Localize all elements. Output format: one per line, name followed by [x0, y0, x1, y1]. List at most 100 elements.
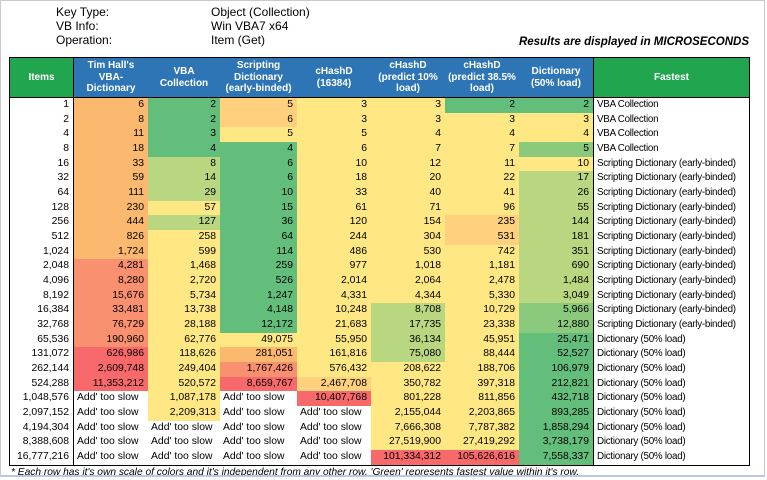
column-header-items: Items [10, 58, 74, 98]
value-cell: 626,986 [74, 347, 148, 363]
value-cell: 4 [371, 127, 445, 143]
value-cell: 118,626 [148, 347, 220, 363]
value-cell: 55 [519, 200, 593, 216]
key-type-value: Object (Collection) [211, 5, 310, 19]
value-cell: 12 [371, 156, 445, 172]
fastest-cell: Scripting Dictionary (early-binded) [593, 156, 749, 172]
fastest-cell: Dictionary (50% load) [593, 420, 749, 436]
value-cell: 10 [220, 186, 297, 201]
value-cell: 7 [445, 142, 519, 157]
value-cell: 2,209,313 [148, 406, 220, 421]
value-cell: Add' too slow [297, 435, 371, 451]
value-cell: 8 [148, 156, 220, 172]
value-cell: 3 [371, 98, 445, 113]
value-cell: 33 [297, 186, 371, 201]
value-cell: 4,281 [74, 259, 148, 275]
value-cell: 52,527 [519, 347, 593, 363]
value-cell: Add' too slow [74, 391, 148, 407]
items-cell: 256 [10, 215, 74, 231]
fastest-cell: VBA Collection [593, 112, 749, 128]
value-cell: Add' too slow [74, 450, 148, 465]
value-cell: 526 [220, 274, 297, 289]
fastest-cell: Dictionary (50% load) [593, 406, 749, 421]
items-cell: 65,536 [10, 332, 74, 348]
value-cell: Add' too slow [148, 420, 220, 436]
fastest-cell: Dictionary (50% load) [593, 332, 749, 348]
value-cell: 61 [297, 200, 371, 216]
value-cell: 576,432 [297, 362, 371, 377]
vb-info-value: Win VBA7 x64 [211, 19, 289, 33]
value-cell: 154 [371, 215, 445, 231]
value-cell: 14 [148, 171, 220, 187]
value-cell: 2 [519, 98, 593, 113]
value-cell: 3 [371, 112, 445, 128]
value-cell: 64 [220, 230, 297, 245]
value-cell: 4 [445, 127, 519, 143]
value-cell: 27,419,292 [445, 435, 519, 451]
value-cell: 11 [74, 127, 148, 143]
items-cell: 1 [10, 98, 74, 113]
value-cell: 1,018 [371, 259, 445, 275]
fastest-cell: Scripting Dictionary (early-binded) [593, 171, 749, 187]
value-cell: 15 [220, 200, 297, 216]
value-cell: 3 [445, 112, 519, 128]
value-cell: 5,734 [148, 288, 220, 304]
fastest-cell: Dictionary (50% load) [593, 450, 749, 465]
value-cell: 71 [371, 200, 445, 216]
value-cell: 8,708 [371, 303, 445, 319]
value-cell: 40 [371, 186, 445, 201]
value-cell: 811,856 [445, 391, 519, 407]
value-cell: 28,188 [148, 318, 220, 333]
value-cell: 230 [74, 200, 148, 216]
value-cell: 36 [220, 215, 297, 231]
value-cell: 1,181 [445, 259, 519, 275]
fastest-cell: Dictionary (50% load) [593, 435, 749, 451]
value-cell: 281,051 [220, 347, 297, 363]
value-cell: 59 [74, 171, 148, 187]
value-cell: 2,155,044 [371, 406, 445, 421]
value-cell: 10 [519, 156, 593, 172]
fastest-cell: Scripting Dictionary (early-binded) [593, 244, 749, 260]
items-cell: 32 [10, 171, 74, 187]
value-cell: 10 [297, 156, 371, 172]
column-header-7: Dictionary (50% load) [519, 58, 593, 98]
column-header-5: cHashD (predict 10% load) [371, 58, 445, 98]
value-cell: 6 [220, 156, 297, 172]
value-cell: 2,203,865 [445, 406, 519, 421]
value-cell: 11,353,212 [74, 376, 148, 392]
value-cell: 4 [148, 142, 220, 157]
value-cell: Add' too slow [297, 450, 371, 465]
value-cell: Add' too slow [148, 435, 220, 451]
items-cell: 2,048 [10, 259, 74, 275]
items-cell: 64 [10, 186, 74, 201]
value-cell: 120 [297, 215, 371, 231]
value-cell: 12,880 [519, 318, 593, 333]
value-cell: 127 [148, 215, 220, 231]
value-cell: 690 [519, 259, 593, 275]
items-cell: 131,072 [10, 347, 74, 363]
value-cell: 212,821 [519, 376, 593, 392]
items-cell: 32,768 [10, 318, 74, 333]
value-cell: 486 [297, 244, 371, 260]
value-cell: 105,626,616 [445, 450, 519, 465]
value-cell: 351 [519, 244, 593, 260]
value-cell: 7 [371, 142, 445, 157]
value-cell: 188,706 [445, 362, 519, 377]
value-cell: 4,331 [297, 288, 371, 304]
items-cell: 8,192 [10, 288, 74, 304]
items-cell: 1,024 [10, 244, 74, 260]
vb-info-line: VB Info: Win VBA7 x64 [56, 19, 310, 33]
value-cell: 25,471 [519, 332, 593, 348]
value-cell: 1,484 [519, 274, 593, 289]
value-cell: 161,816 [297, 347, 371, 363]
value-cell: 2,609,748 [74, 362, 148, 377]
value-cell: Add' too slow [220, 420, 297, 436]
value-cell: 88,444 [445, 347, 519, 363]
items-cell: 16,777,216 [10, 450, 74, 465]
value-cell: 57 [148, 200, 220, 216]
value-cell: 826 [74, 230, 148, 245]
value-cell: 6 [220, 112, 297, 128]
value-cell: 530 [371, 244, 445, 260]
value-cell: 2,467,708 [297, 376, 371, 392]
value-cell: 3,049 [519, 288, 593, 304]
